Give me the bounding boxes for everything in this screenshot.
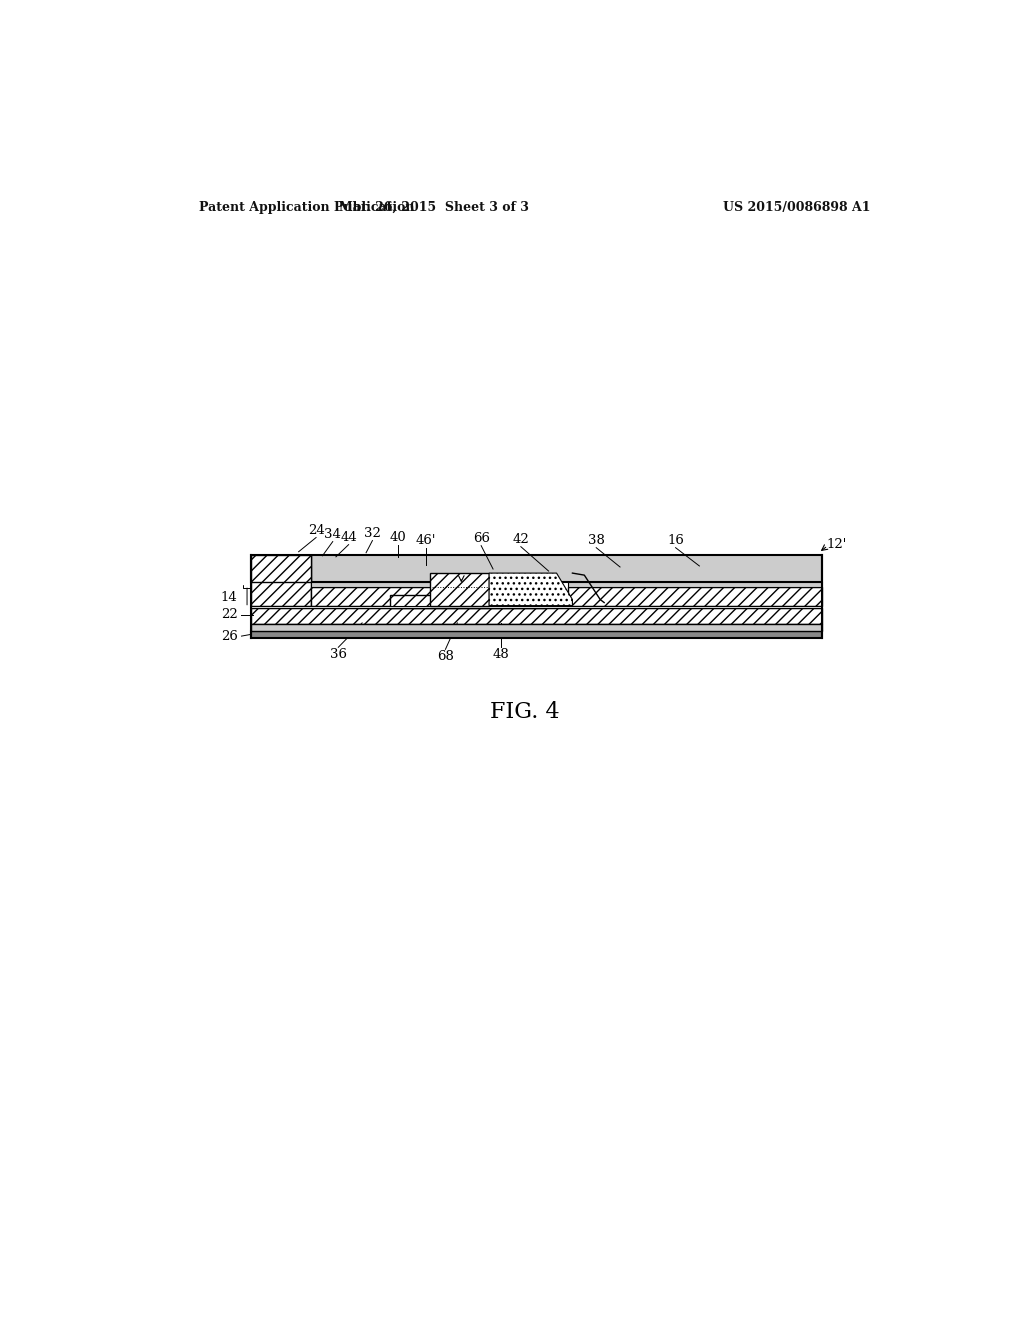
Text: Patent Application Publication: Patent Application Publication (200, 201, 415, 214)
Polygon shape (251, 554, 310, 606)
Text: US 2015/0086898 A1: US 2015/0086898 A1 (723, 201, 870, 214)
Polygon shape (251, 554, 310, 582)
Text: 34: 34 (325, 528, 341, 541)
Text: 68: 68 (437, 651, 454, 664)
Polygon shape (251, 554, 822, 582)
Text: 42: 42 (512, 533, 529, 545)
Polygon shape (251, 606, 822, 607)
Text: 38: 38 (588, 533, 604, 546)
Text: 40: 40 (389, 531, 407, 544)
Text: Mar. 26, 2015  Sheet 3 of 3: Mar. 26, 2015 Sheet 3 of 3 (339, 201, 528, 214)
Text: 22: 22 (221, 609, 238, 622)
Text: 12': 12' (826, 539, 847, 552)
Polygon shape (251, 607, 822, 624)
Polygon shape (430, 573, 489, 606)
Text: 66: 66 (473, 532, 489, 545)
Text: 24: 24 (307, 524, 325, 536)
Text: 36: 36 (330, 648, 347, 661)
Text: 14: 14 (221, 591, 238, 605)
Polygon shape (568, 582, 822, 587)
Text: FIG. 4: FIG. 4 (490, 701, 559, 723)
Text: 16: 16 (668, 533, 684, 546)
Text: 26: 26 (220, 630, 238, 643)
Polygon shape (390, 595, 545, 607)
Text: 44: 44 (340, 531, 357, 544)
Polygon shape (310, 582, 501, 587)
Polygon shape (251, 631, 822, 638)
Text: 48: 48 (493, 648, 509, 661)
Text: 32: 32 (364, 527, 381, 540)
Polygon shape (489, 573, 572, 606)
Polygon shape (251, 624, 822, 631)
Polygon shape (310, 587, 501, 606)
Polygon shape (568, 587, 822, 606)
Text: 46': 46' (416, 533, 436, 546)
